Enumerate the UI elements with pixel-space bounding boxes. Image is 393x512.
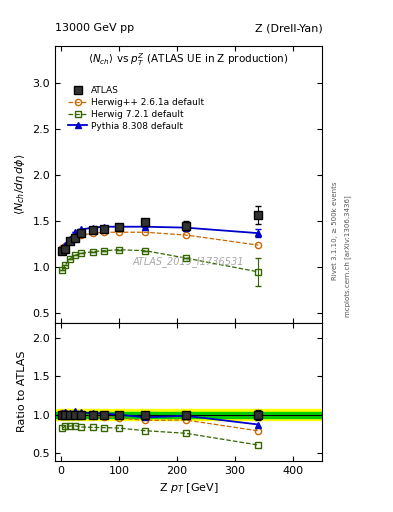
Y-axis label: Ratio to ATLAS: Ratio to ATLAS <box>17 351 27 433</box>
Text: mcplots.cern.ch [arXiv:1306.3436]: mcplots.cern.ch [arXiv:1306.3436] <box>344 195 351 317</box>
Legend: ATLAS, Herwig++ 2.6.1a default, Herwig 7.2.1 default, Pythia 8.308 default: ATLAS, Herwig++ 2.6.1a default, Herwig 7… <box>65 84 207 133</box>
X-axis label: Z $p_T$ [GeV]: Z $p_T$ [GeV] <box>159 481 219 495</box>
Y-axis label: $\langle N_{ch}/d\eta\,d\phi\rangle$: $\langle N_{ch}/d\eta\,d\phi\rangle$ <box>13 154 27 215</box>
Text: ATLAS_2019_I1736531: ATLAS_2019_I1736531 <box>133 257 244 267</box>
Text: Rivet 3.1.10, ≥ 500k events: Rivet 3.1.10, ≥ 500k events <box>332 181 338 280</box>
Text: Z (Drell-Yan): Z (Drell-Yan) <box>255 23 322 33</box>
Text: 13000 GeV pp: 13000 GeV pp <box>55 23 134 33</box>
Bar <box>55 412 322 418</box>
Bar <box>55 410 322 420</box>
Text: $\langle N_{ch}\rangle$ vs $p_T^Z$ (ATLAS UE in Z production): $\langle N_{ch}\rangle$ vs $p_T^Z$ (ATLA… <box>88 52 289 69</box>
